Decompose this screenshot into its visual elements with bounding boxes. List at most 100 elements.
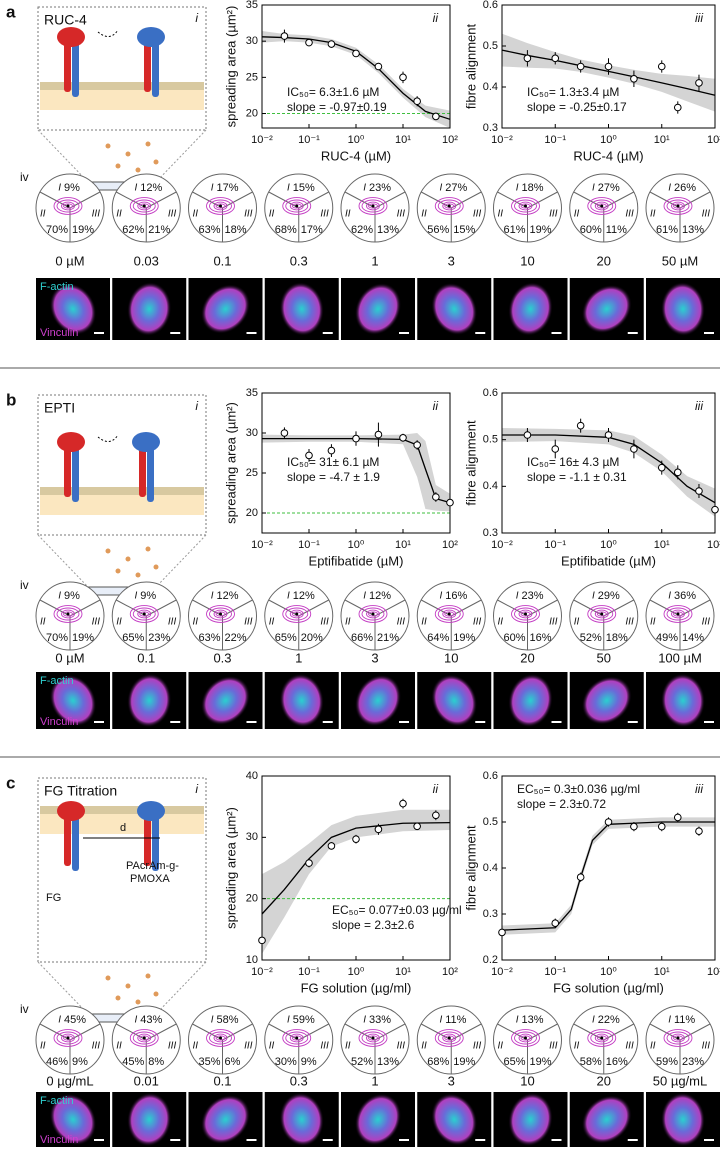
centroid — [371, 1036, 375, 1040]
density-contour — [596, 203, 607, 209]
x-tick-label: 10⁻¹ — [544, 539, 566, 551]
centroid — [524, 204, 527, 208]
schematic-title: FG Titration — [44, 783, 117, 799]
density-contour — [358, 197, 388, 215]
y-tick-label: 0.2 — [483, 954, 498, 966]
density-contour — [442, 201, 457, 211]
density-contour — [137, 1033, 152, 1043]
schematic-label: PAcrAm-g- — [126, 860, 179, 872]
particle — [105, 548, 111, 554]
channel-label: F-actin — [40, 1095, 74, 1107]
annotation: EC₅₀= 0.3±0.036 µg/ml — [517, 782, 640, 796]
density-contour — [596, 611, 607, 617]
sector-label: I — [439, 591, 442, 602]
sector-percent: 23% — [369, 182, 391, 194]
cell-image — [49, 674, 97, 727]
sector-percent: 58% — [217, 1014, 239, 1026]
particle — [153, 159, 159, 165]
sector-percent: 30% — [275, 1056, 297, 1068]
sector-label: I — [58, 1015, 61, 1026]
y-axis-label: spreading area (µm²) — [223, 807, 238, 929]
sector-percent: 27% — [598, 182, 620, 194]
sector-label: II — [421, 617, 427, 628]
data-point — [305, 451, 313, 460]
density-contour — [56, 607, 80, 621]
centroid — [447, 204, 451, 208]
sector-percent: 8% — [148, 1056, 164, 1068]
panel-letter: a — [6, 2, 16, 21]
schematic-numeral: i — [195, 399, 198, 413]
polar-dividers — [497, 191, 558, 242]
fit-line — [501, 821, 715, 931]
sector-percent: 63% — [198, 632, 220, 644]
density-contour — [514, 199, 537, 213]
density-contour — [137, 201, 152, 211]
density-contour — [587, 197, 617, 215]
data-point — [432, 811, 440, 820]
sector-percent: 49% — [656, 632, 678, 644]
density-contour — [663, 605, 693, 623]
cell-image — [431, 282, 478, 336]
polar-dividers — [573, 1023, 634, 1074]
particle — [135, 167, 141, 173]
density-contour — [215, 203, 226, 209]
integrin-head — [137, 801, 165, 821]
data-point — [498, 928, 506, 937]
sector-label: III — [92, 1041, 101, 1052]
sector-label: I — [134, 183, 137, 194]
panel-letter: c — [6, 773, 15, 792]
sector-percent: 62% — [122, 224, 144, 236]
chart: 10⁻² 10⁻¹ 10⁰ 10¹ 10² 0.2 0.3 0.4 0.5 0.6 FG solut… — [463, 770, 720, 996]
sector-percent: 63% — [198, 224, 220, 236]
annotation: IC₅₀= 6.3±1.6 µM — [287, 85, 379, 99]
sector-percent: 19% — [530, 224, 552, 236]
polar-dividers — [116, 191, 177, 242]
data-point — [551, 54, 560, 63]
sector-percent: 12% — [140, 182, 162, 194]
sector-label: III — [549, 1041, 558, 1052]
data-point — [352, 49, 360, 58]
density-contour — [594, 609, 609, 619]
data-point — [399, 434, 407, 442]
sector-label: I — [668, 183, 671, 194]
integrin-head — [57, 27, 85, 47]
cell-image — [49, 283, 97, 335]
integrin-stalk-blue — [72, 42, 79, 97]
density-contour — [520, 203, 531, 209]
cell-image — [581, 1095, 632, 1144]
density-contour — [56, 199, 80, 213]
cell-image — [508, 673, 553, 728]
centroid — [676, 204, 680, 208]
sector-percent: 21% — [148, 224, 170, 236]
polar-dividers — [573, 599, 634, 650]
data-point — [695, 827, 703, 836]
density-contour — [361, 199, 385, 213]
data-point — [711, 505, 719, 514]
polar-dividers — [649, 191, 711, 242]
x-tick-label: 10¹ — [654, 539, 670, 551]
data-point — [604, 62, 613, 71]
centroid — [524, 1036, 527, 1040]
sector-percent: 22% — [598, 1014, 620, 1026]
cell-image — [279, 282, 324, 336]
y-tick-label: 0.6 — [483, 0, 498, 11]
polar-dividers — [39, 599, 101, 650]
centroid — [295, 612, 299, 616]
membrane-lipids — [40, 82, 204, 90]
particle — [105, 975, 111, 981]
sector-label: III — [92, 209, 101, 220]
data-point — [305, 859, 313, 867]
sector-percent: 9% — [72, 1056, 88, 1068]
density-contour — [61, 609, 75, 619]
schematic-label: PMOXA — [130, 873, 170, 885]
data-point — [604, 818, 613, 826]
x-tick-label: 10¹ — [654, 134, 670, 146]
y-tick-label: 0.5 — [483, 40, 498, 52]
channel-label: Vinculin — [40, 1134, 78, 1146]
data-point — [673, 813, 682, 822]
data-point — [523, 431, 532, 439]
channel-label: Vinculin — [40, 327, 78, 339]
density-contour — [285, 1031, 309, 1045]
sector-percent: 16% — [445, 590, 467, 602]
density-contour — [282, 1029, 312, 1047]
